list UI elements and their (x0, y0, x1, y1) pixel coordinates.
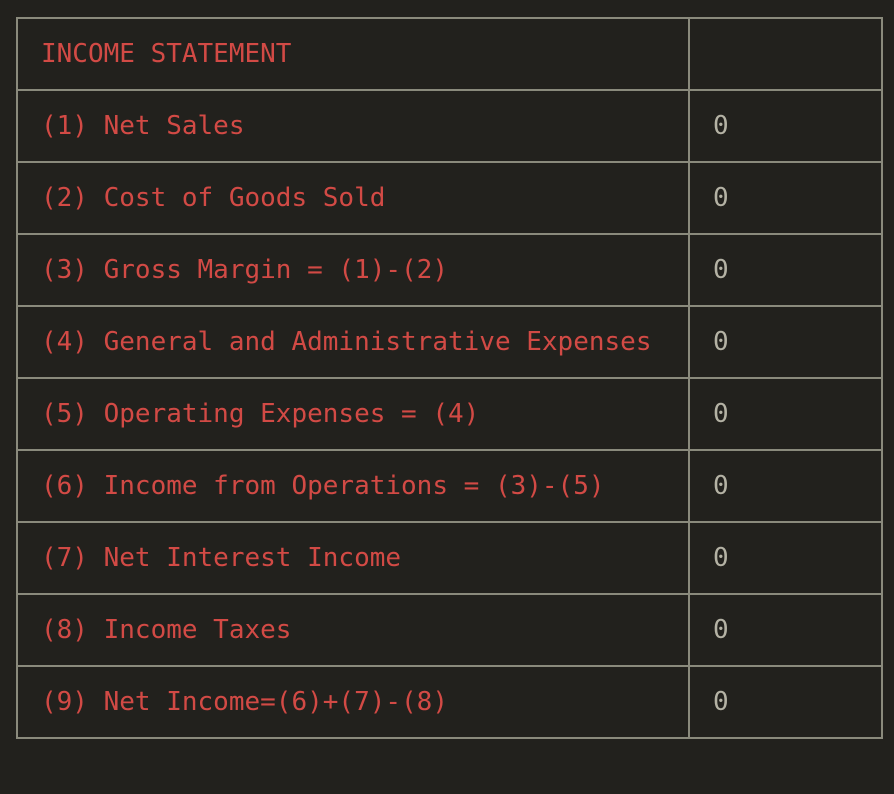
row-value: 0 (688, 665, 883, 739)
table-row: (3) Gross Margin = (1)-(2) 0 (16, 233, 883, 307)
row-label: (3) Gross Margin = (1)-(2) (16, 233, 690, 307)
table-row: (4) General and Administrative Expenses … (16, 305, 883, 379)
row-value: 0 (688, 161, 883, 235)
row-label: (1) Net Sales (16, 89, 690, 163)
row-label: (7) Net Interest Income (16, 521, 690, 595)
table-header-row: INCOME STATEMENT (16, 17, 883, 91)
row-value: 0 (688, 305, 883, 379)
table-row: (1) Net Sales 0 (16, 89, 883, 163)
row-label: (8) Income Taxes (16, 593, 690, 667)
row-value: 0 (688, 89, 883, 163)
table-row: (2) Cost of Goods Sold 0 (16, 161, 883, 235)
row-value: 0 (688, 233, 883, 307)
row-value: 0 (688, 449, 883, 523)
row-value: 0 (688, 521, 883, 595)
row-label: (6) Income from Operations = (3)-(5) (16, 449, 690, 523)
income-statement-container: INCOME STATEMENT (1) Net Sales 0 (2) Cos… (16, 17, 883, 739)
row-label: (5) Operating Expenses = (4) (16, 377, 690, 451)
income-statement-table: INCOME STATEMENT (1) Net Sales 0 (2) Cos… (16, 17, 883, 739)
table-row: (5) Operating Expenses = (4) 0 (16, 377, 883, 451)
table-row: (7) Net Interest Income 0 (16, 521, 883, 595)
row-label: (2) Cost of Goods Sold (16, 161, 690, 235)
table-row: (9) Net Income=(6)+(7)-(8) 0 (16, 665, 883, 739)
table-row: (6) Income from Operations = (3)-(5) 0 (16, 449, 883, 523)
table-title: INCOME STATEMENT (16, 17, 690, 91)
row-value: 0 (688, 377, 883, 451)
row-value: 0 (688, 593, 883, 667)
table-row: (8) Income Taxes 0 (16, 593, 883, 667)
table-header-value (688, 17, 883, 91)
row-label: (9) Net Income=(6)+(7)-(8) (16, 665, 690, 739)
row-label: (4) General and Administrative Expenses (16, 305, 690, 379)
